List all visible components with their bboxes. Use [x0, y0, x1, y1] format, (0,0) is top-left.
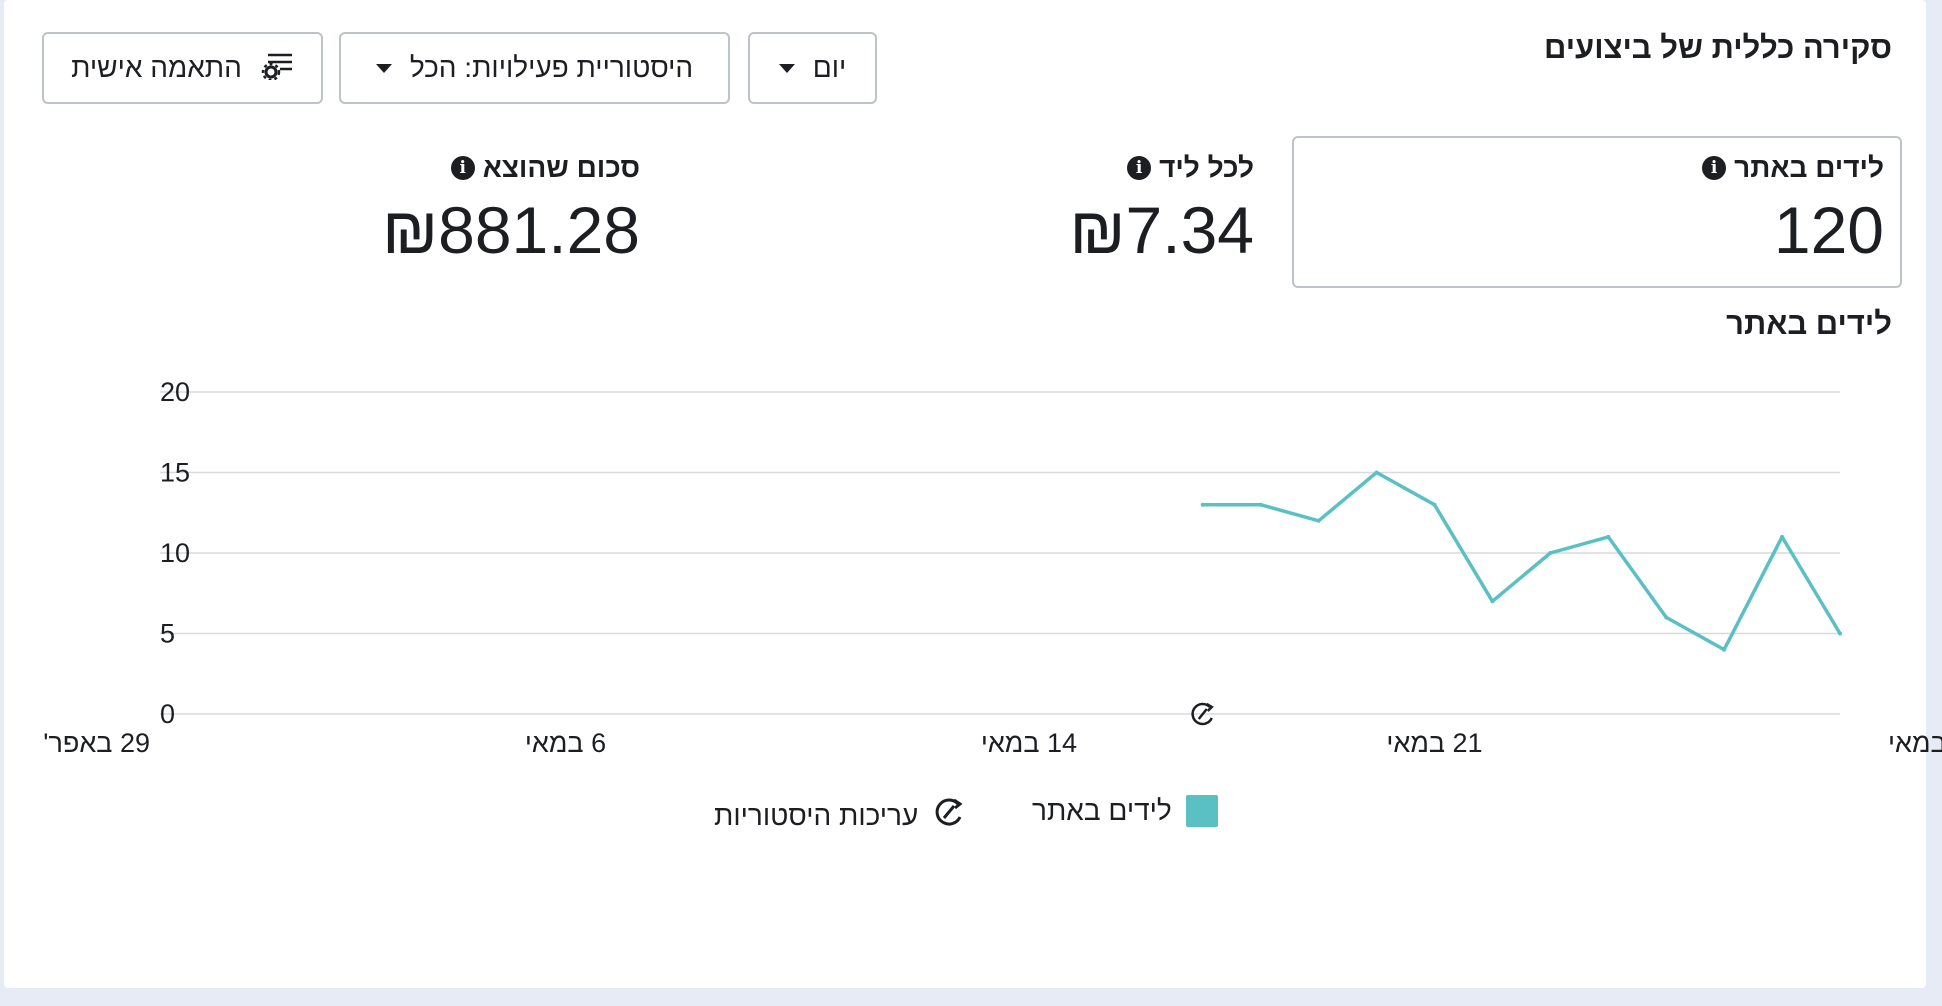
legend-history-label: עריכות היסטוריות	[714, 799, 919, 831]
history-edit-icon	[932, 795, 966, 836]
y-tick-label: 5	[160, 619, 175, 649]
y-tick-label: 20	[160, 377, 190, 407]
legend-item-history-edits[interactable]: עריכות היסטוריות	[714, 795, 966, 836]
info-icon[interactable]: i	[1702, 156, 1727, 180]
info-icon[interactable]: i	[450, 156, 475, 180]
metric-card-website-leads[interactable]: לידים באתר i 120	[1292, 136, 1902, 288]
y-tick-label: 15	[160, 458, 190, 488]
metric-label-text: לידים באתר	[1734, 152, 1884, 183]
caret-down-icon	[375, 63, 392, 73]
metric-label: לכל ליד i	[910, 152, 1254, 184]
customize-icon	[260, 50, 294, 87]
customize-label: התאמה אישית	[71, 52, 242, 83]
metric-value: ₪881.28	[382, 193, 640, 267]
day-dropdown-button[interactable]: יום	[748, 32, 877, 104]
data-point	[1606, 534, 1611, 539]
legend-swatch	[1185, 795, 1218, 827]
metric-label: לידים באתר i	[1310, 152, 1884, 184]
metric-card-amount-spent[interactable]: סכום שהוצא i ₪881.28	[288, 136, 658, 288]
legend-series-label: לידים באתר	[1032, 795, 1172, 826]
x-tick-label: 6 במאי	[525, 728, 606, 758]
history-edit-marker-icon[interactable]	[1191, 702, 1214, 726]
data-point	[1258, 502, 1263, 507]
data-point	[1780, 534, 1785, 539]
data-point	[1374, 470, 1379, 475]
y-tick-label: 10	[160, 538, 190, 568]
activity-history-dropdown-button[interactable]: היסטוריית פעילויות: הכל	[339, 32, 730, 104]
metric-label: סכום שהוצא i	[306, 152, 640, 184]
data-point	[1664, 615, 1669, 620]
chart-title: לידים באתר	[1726, 306, 1892, 341]
series-line	[1202, 470, 1842, 652]
chart-legend: לידים באתר עריכות היסטוריות	[0, 795, 1942, 835]
data-point	[1548, 551, 1553, 555]
data-point	[1316, 518, 1321, 523]
y-tick-label: 0	[160, 699, 175, 729]
data-point	[1432, 502, 1437, 507]
legend-item-website-leads[interactable]: לידים באתר	[1032, 795, 1218, 827]
x-tick-label: 21 במאי	[1386, 728, 1482, 758]
performance-overview-card: סקירה כללית של ביצועים יום היסטוריית פעי…	[4, 0, 1926, 988]
metric-label-text: לכל ליד	[1159, 152, 1254, 183]
metric-value: 120	[1773, 193, 1884, 267]
data-point	[1722, 647, 1727, 652]
metric-card-cost-per-lead[interactable]: לכל ליד i ₪7.34	[892, 136, 1272, 288]
data-point	[1200, 502, 1205, 507]
day-dropdown-label: יום	[812, 52, 847, 83]
customize-button[interactable]: התאמה אישית	[42, 32, 323, 104]
caret-down-icon	[778, 63, 795, 73]
x-tick-label: 29 באפר'	[43, 728, 150, 758]
metric-label-text: סכום שהוצא	[482, 152, 640, 183]
x-tick-label: 14 במאי	[981, 728, 1077, 758]
card-title: סקירה כללית של ביצועים	[1544, 30, 1892, 65]
data-point	[1838, 631, 1842, 636]
metric-value: ₪7.34	[1069, 193, 1255, 267]
activity-history-label: היסטוריית פעילויות: הכל	[409, 52, 694, 83]
data-point	[1490, 599, 1495, 604]
x-tick-label: 28 במאי	[1888, 728, 1942, 758]
info-icon[interactable]: i	[1127, 156, 1152, 180]
